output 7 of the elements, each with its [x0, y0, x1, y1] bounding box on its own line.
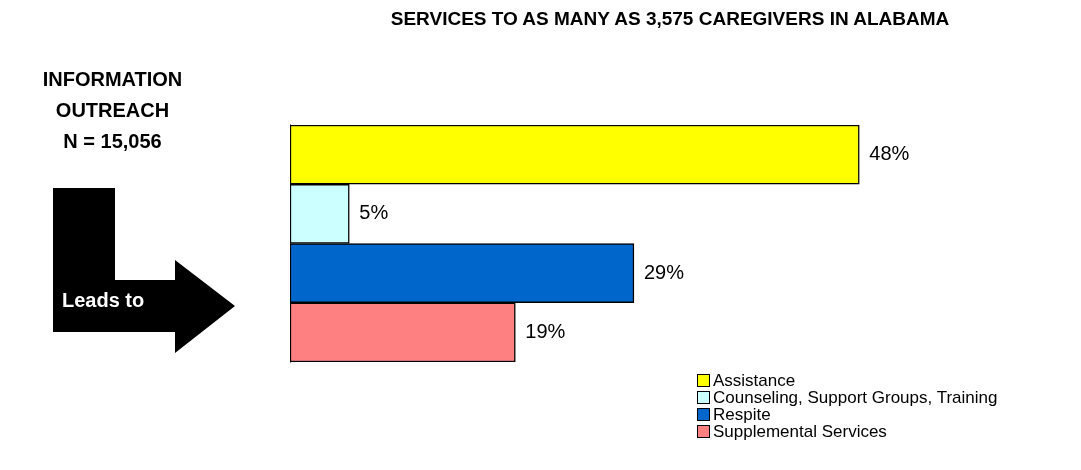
- chart-title: SERVICES TO AS MANY AS 3,575 CAREGIVERS IN ALABAMA: [389, 8, 951, 30]
- text: Leads to: [62, 289, 145, 312]
- data-label: 19%: [525, 319, 566, 342]
- text: INFORMATION OUTREACH N = 15,056: [41, 67, 184, 154]
- data-label: 48%: [869, 142, 910, 165]
- data-label: 5%: [359, 201, 389, 224]
- data-label: 29%: [643, 260, 685, 283]
